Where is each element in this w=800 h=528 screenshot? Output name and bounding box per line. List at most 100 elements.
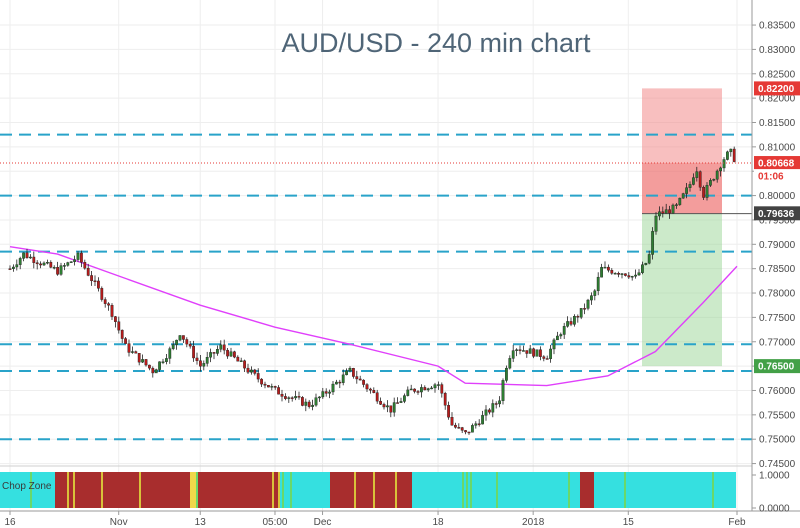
ind-tick-label: 1.0000 xyxy=(759,471,790,482)
candle-body xyxy=(29,256,32,259)
candle xyxy=(32,251,36,269)
candle-body xyxy=(450,417,454,426)
candle-body xyxy=(658,211,661,217)
chop-bar xyxy=(105,472,107,508)
y-tick-label: 0.79500 xyxy=(759,215,796,226)
chop-bar xyxy=(564,472,566,508)
chop-bar xyxy=(81,472,83,508)
candle-body xyxy=(430,387,433,390)
candle-body xyxy=(719,167,723,172)
chop-bar xyxy=(119,472,121,508)
chop-bar xyxy=(434,472,436,508)
candle xyxy=(188,341,192,349)
chop-bar xyxy=(678,472,680,508)
chop-bar xyxy=(478,472,480,508)
chop-bar xyxy=(628,472,630,508)
chop-bar xyxy=(266,472,268,508)
candle-body xyxy=(117,321,121,331)
chop-bar xyxy=(464,472,466,508)
chop-bar xyxy=(620,472,622,508)
chop-bar xyxy=(24,472,26,508)
chop-bar xyxy=(109,472,111,508)
chop-bar xyxy=(506,472,508,508)
chop-bar xyxy=(286,472,288,508)
chop-bar xyxy=(141,472,143,508)
chop-bar xyxy=(67,472,69,508)
horizontal-levels[interactable] xyxy=(0,133,752,441)
candle-body xyxy=(685,187,689,194)
candle-body xyxy=(661,211,665,214)
chop-bar xyxy=(416,472,418,508)
chop-bar xyxy=(36,472,38,508)
chop-bar xyxy=(125,472,127,508)
chop-bar xyxy=(590,472,592,508)
chop-bar xyxy=(348,472,350,508)
chop-bar xyxy=(177,472,179,508)
candle-body xyxy=(311,404,314,407)
candle xyxy=(79,250,83,268)
chop-bar xyxy=(304,472,306,508)
chop-bar xyxy=(672,472,674,508)
candle-body xyxy=(110,305,114,317)
risk-reward-box[interactable] xyxy=(642,88,752,367)
chop-bar xyxy=(686,472,688,508)
candle-body xyxy=(726,151,729,160)
candle-body xyxy=(175,339,178,345)
candle xyxy=(270,383,274,391)
y-tick-label: 0.78000 xyxy=(759,289,796,300)
candle-body xyxy=(698,171,702,188)
candle xyxy=(552,338,556,355)
chop-bar xyxy=(702,472,704,508)
candle-body xyxy=(457,427,461,429)
candle-body xyxy=(678,197,682,205)
chop-bar xyxy=(226,472,228,508)
chop-bar xyxy=(454,472,456,508)
chop-bar xyxy=(438,472,440,508)
candle-body xyxy=(365,384,369,390)
chop-bar xyxy=(322,472,324,508)
candle xyxy=(372,387,376,394)
chop-bar xyxy=(498,472,500,508)
chop-bar xyxy=(248,472,250,508)
candle xyxy=(566,316,570,328)
chop-bar xyxy=(480,472,482,508)
chop-bar xyxy=(548,472,550,508)
candle-body xyxy=(695,171,699,178)
price-tag: 0.79636 xyxy=(754,206,800,221)
candle xyxy=(18,256,22,270)
candle-body xyxy=(154,369,158,374)
chop-bar xyxy=(171,472,173,508)
x-tick-label: Nov xyxy=(110,517,128,528)
chop-bar xyxy=(688,472,690,508)
candle-body xyxy=(613,273,617,275)
candle-body xyxy=(318,396,321,399)
candle xyxy=(375,389,379,404)
price-tag: 0.82200 xyxy=(754,81,800,96)
candle xyxy=(273,385,277,390)
price-tag: 01:06 xyxy=(754,169,800,184)
chop-bar xyxy=(722,472,724,508)
candle xyxy=(681,192,685,199)
chop-bar xyxy=(183,472,185,508)
candle xyxy=(96,277,100,292)
candle xyxy=(535,349,539,357)
chop-bar xyxy=(244,472,246,508)
candle xyxy=(355,370,359,384)
candle-body xyxy=(671,204,675,214)
chop-bar xyxy=(414,472,416,508)
candle-body xyxy=(624,273,627,276)
candle xyxy=(413,388,416,394)
candle-body xyxy=(467,431,471,434)
chop-bar xyxy=(668,472,670,508)
price-tag-label: 0.79636 xyxy=(758,209,795,220)
chop-bar xyxy=(167,472,169,508)
chop-bar xyxy=(544,472,546,508)
candle xyxy=(450,412,454,426)
chop-bar xyxy=(393,472,395,508)
candle-body xyxy=(511,350,515,359)
candle xyxy=(644,262,648,266)
candle-body xyxy=(382,404,386,408)
candle xyxy=(515,348,519,357)
candle-body xyxy=(481,415,484,425)
